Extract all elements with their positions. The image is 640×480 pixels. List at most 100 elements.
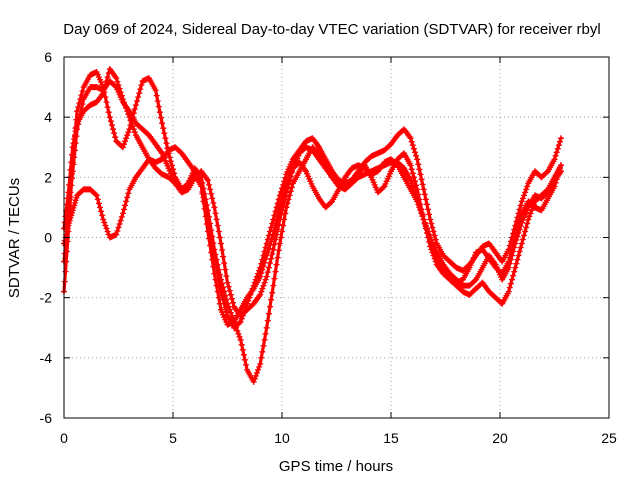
data-point [225,283,232,290]
series-track-2 [62,67,563,318]
data-point [432,258,439,265]
data-point [103,99,110,106]
x-tick-label: 25 [601,430,617,446]
data-point [105,109,112,116]
data-point [134,98,140,105]
data-point [509,276,515,283]
data-point [414,186,421,193]
data-point [270,216,277,223]
data-point [271,212,278,219]
data-point [70,161,77,168]
data-point [67,189,74,196]
data-point [221,260,228,267]
data-point [426,211,433,218]
data-point [263,324,270,331]
data-point [272,208,279,215]
data-point [228,312,235,319]
data-point [75,104,82,111]
data-point [61,250,68,257]
data-point [112,83,119,90]
data-point [515,210,522,217]
data-point [229,299,236,306]
data-point [239,346,246,353]
data-point [558,162,564,169]
data-point [243,303,249,310]
data-point [211,246,218,253]
data-point [507,238,514,245]
data-point [257,264,264,271]
data-point [267,303,273,310]
data-point [61,278,68,285]
data-point [511,244,518,251]
data-point [131,106,138,113]
data-point [232,321,239,328]
data-point [522,189,529,196]
data-point [216,271,223,278]
data-point [424,230,430,236]
data-point [262,330,269,337]
data-point [222,292,229,299]
data-point [524,220,531,227]
data-point [161,130,168,137]
data-point [220,284,227,291]
x-axis-label: GPS time / hours [279,458,393,475]
data-point [415,161,422,168]
data-point [506,260,513,267]
data-point [510,230,517,237]
data-point [95,200,102,207]
data-point [250,282,257,289]
data-point [245,297,252,304]
y-tick-label: -6 [40,410,53,426]
data-point [429,249,436,256]
data-point [428,246,435,253]
data-point [420,186,427,193]
data-point [427,216,434,223]
data-point [276,192,283,199]
data-point [100,216,107,223]
data-point [258,288,265,295]
data-point [207,186,214,193]
data-point [282,193,289,200]
data-point [109,122,115,129]
data-point [104,74,111,81]
data-point [121,206,127,213]
data-point [206,181,212,188]
data-point [124,194,131,201]
data-point [261,279,268,286]
data-point [265,310,272,317]
data-point [116,221,123,227]
data-point [221,288,228,295]
data-point [112,134,119,141]
data-point [257,291,264,298]
data-point [267,228,273,235]
data-point [421,221,428,227]
data-point [222,266,229,273]
data-point [136,90,143,97]
data-point [166,154,173,161]
data-point [265,264,272,271]
data-point [515,252,522,259]
data-point [552,152,559,159]
data-point [66,196,73,203]
y-tick-label: 0 [44,230,52,246]
x-tick-label: 0 [60,430,68,446]
data-point [263,240,270,247]
data-point [261,248,268,255]
data-point [284,185,291,192]
data-point [234,327,241,334]
data-point [110,126,116,133]
data-point [152,87,159,94]
data-point [556,138,563,145]
data-point [64,218,71,225]
data-point [424,201,430,208]
data-point [62,268,69,275]
data-point [223,273,230,280]
data-point [160,125,167,132]
data-point [269,289,276,296]
data-point [412,178,418,185]
x-tick-labels: 0 5 10 15 20 25 [60,430,617,446]
data-point [231,318,237,325]
data-point [412,149,418,156]
chart-title: Day 069 of 2024, Sidereal Day-to-day VTE… [63,21,600,38]
data-point [417,171,424,178]
